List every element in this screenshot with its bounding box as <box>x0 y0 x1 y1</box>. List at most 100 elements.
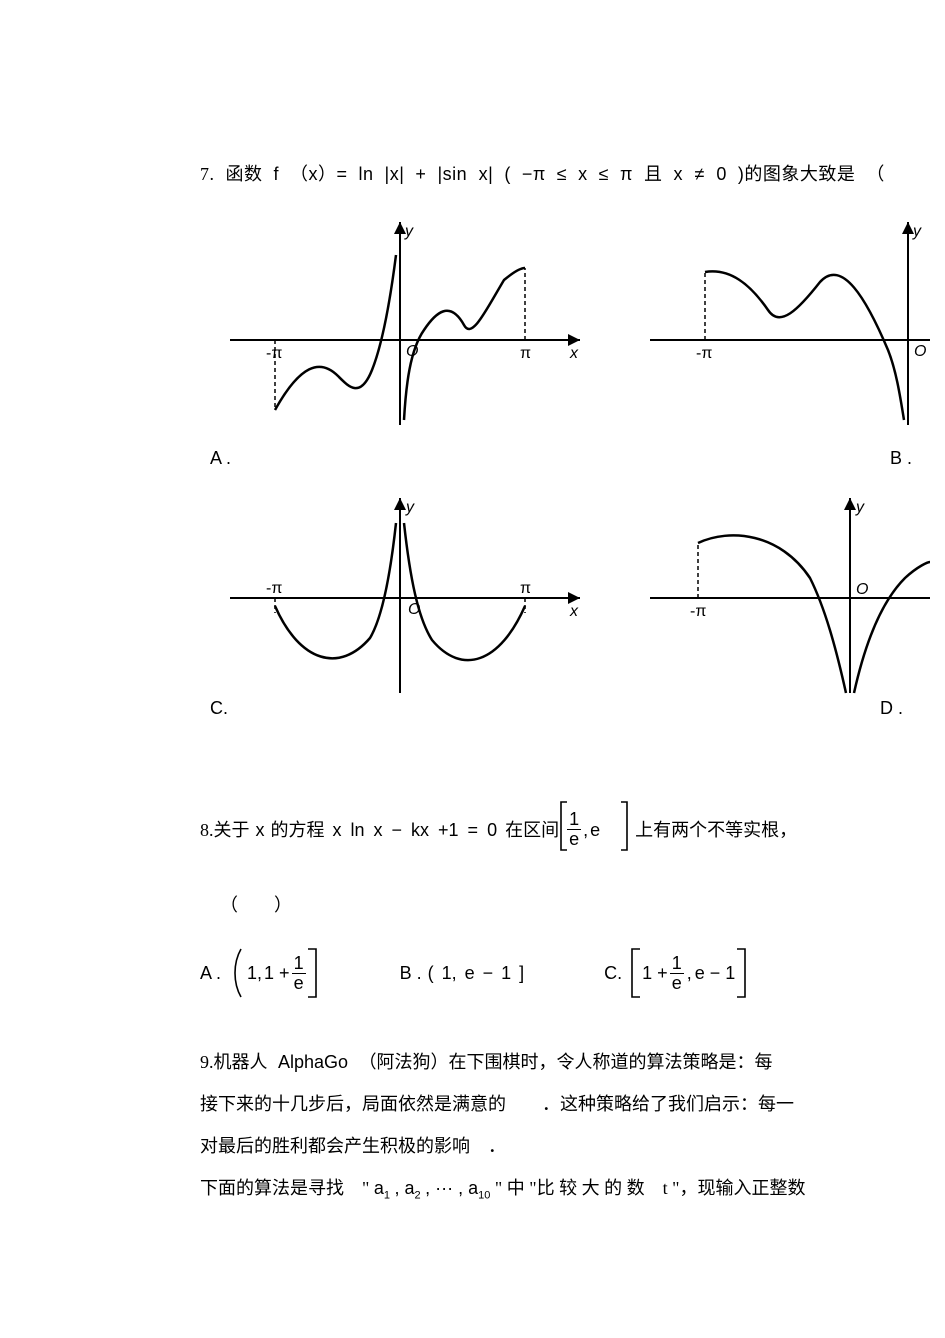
page-root: 7. 函数 f （x）= ln |x| + |sin x| ( −π ≤ x ≤… <box>0 0 945 1257</box>
graph-d-svg: y O -π <box>650 488 930 708</box>
q7-graph-B: y -π O B . <box>650 210 945 480</box>
right-bracket-icon-2 <box>735 945 749 1001</box>
q7-eq: = <box>337 164 348 184</box>
graph-a-o-label: O <box>406 343 418 360</box>
q9-sub10: 10 <box>478 1190 490 1202</box>
q7-absx: x <box>390 164 400 184</box>
graph-a-svg: y x O -π π <box>210 210 600 440</box>
left-paren-icon <box>227 945 247 1001</box>
graph-d-o-label: O <box>856 581 868 598</box>
q8-optA-one: 1 <box>247 963 257 984</box>
q8-frac-den: e <box>567 830 581 849</box>
q8-stem: 8.关于 x 的方程 x ln x − kx +1 = 0 在区间 1 e , … <box>200 798 945 861</box>
q7-label-B: B . <box>890 448 912 469</box>
q8-optC: C. 1 + 1 e , e − 1 <box>604 945 749 1001</box>
q7-abs4: | <box>488 164 493 184</box>
graph-c-o-label: O <box>408 601 420 618</box>
q8-optA-frac-den: e <box>292 974 306 993</box>
q7-number: 7. <box>200 164 215 184</box>
q8-mid1: 的方程 <box>271 817 325 843</box>
q7-open-answer: （ <box>866 164 885 184</box>
q9-sub2: 2 <box>415 1190 421 1202</box>
q7-sin: sin x <box>443 164 489 184</box>
q7-le2: ≤ <box>599 164 609 184</box>
right-bracket-icon <box>306 945 320 1001</box>
q7-label-C: C. <box>210 698 228 719</box>
q7-plus: + <box>415 164 426 184</box>
q7-ln: ln <box>359 164 374 184</box>
q8-frac: 1 e <box>567 810 581 849</box>
q8-options: A . 1 , 1 + 1 e B . ( 1, e − 1 ] C. <box>200 945 945 1001</box>
graph-c-x-label: x <box>569 603 579 620</box>
q9-line4a: 下面的算法是寻找 " <box>200 1178 369 1198</box>
q9-sub1: 1 <box>384 1190 390 1202</box>
q9-seqdots: , ··· , <box>425 1178 468 1198</box>
q8-e: e <box>590 817 600 843</box>
graph-b-negpi: -π <box>696 345 712 362</box>
q8-optA: A . 1 , 1 + 1 e <box>200 945 320 1001</box>
graph-d-y-label: y <box>855 499 865 516</box>
q7-stem: 7. 函数 f （x）= ln |x| + |sin x| ( −π ≤ x ≤… <box>200 160 945 186</box>
q7-graph-C: y x O -π π C. <box>210 488 650 738</box>
graph-a-x-label: x <box>569 345 579 362</box>
q7-label-D: D . <box>880 698 903 719</box>
q7-rparen: ） <box>318 164 337 184</box>
graph-a-y-label: y <box>404 223 414 240</box>
q7-negpi: −π <box>522 164 546 184</box>
q7-fn: f <box>274 164 280 184</box>
q9-seq10: a <box>468 1178 478 1198</box>
q8-optA-comma: , <box>257 963 262 984</box>
graph-c-y-label: y <box>405 499 415 516</box>
graph-d-negpi: -π <box>690 603 706 620</box>
q8-optA-letter: A . <box>200 963 221 984</box>
graph-b-o-label: O <box>914 343 926 360</box>
q9-seq1: a <box>374 1178 384 1198</box>
q8-x: x <box>256 817 265 843</box>
q7-suffix1: 的图象大致是 <box>744 164 855 184</box>
graph-c-pi: π <box>520 580 531 597</box>
q7-pi: π <box>620 164 633 184</box>
q8-optA-onep: 1 + <box>264 963 290 984</box>
q7-graph-D: y O -π D . <box>650 488 945 738</box>
q8-optB-letter: B . <box>400 963 422 984</box>
q9-seq2: a <box>405 1178 415 1198</box>
q7-graph-A: y x O -π π A . <box>210 210 650 480</box>
left-bracket-icon <box>628 945 642 1001</box>
q8-optC-frac: 1 e <box>670 954 684 993</box>
graph-c-svg: y x O -π π <box>210 488 600 708</box>
q7-graph-grid: y x O -π π A . y -π O B . <box>210 210 945 738</box>
q8-optB: B . ( 1, e − 1 ] <box>400 963 525 984</box>
q9-line1c: （阿法狗）在下围棋时，令人称道的算法策略是：每 <box>359 1052 773 1072</box>
q8-optC-comma: , <box>687 963 692 984</box>
q7-le1: ≤ <box>557 164 567 184</box>
q7-text-prefix: 函数 <box>226 164 263 184</box>
graph-a-pi: π <box>520 345 531 362</box>
q8-optB-text: ( 1, e − 1 ] <box>428 963 525 984</box>
q8-expr: x ln x − kx +1 = 0 <box>333 817 498 843</box>
q8-frac-num: 1 <box>567 810 581 829</box>
q8-optC-onep: 1 + <box>642 963 668 984</box>
graph-b-svg: y -π O <box>650 210 930 440</box>
graph-a-negpi: -π <box>266 345 282 362</box>
q8-optC-letter: C. <box>604 963 622 984</box>
q9-line4: 下面的算法是寻找 " a1 , a2 , ··· , a10 " 中 "比 较 … <box>200 1167 945 1217</box>
q8-mid3: 上有两个不等实根， <box>635 817 797 843</box>
q8-optA-frac-num: 1 <box>292 954 306 973</box>
q9-line1a: 9.机器人 <box>200 1052 268 1072</box>
q7-dopen: ( <box>504 164 511 184</box>
graph-b-y-label: y <box>912 223 922 240</box>
q7-xmid: x <box>578 164 588 184</box>
q7-abs2: | <box>399 164 404 184</box>
q9-line1b: AlphaGo <box>278 1052 348 1072</box>
q8-optA-frac: 1 e <box>292 954 306 993</box>
q8-optC-frac-num: 1 <box>670 954 684 973</box>
q9-line4b: " 中 "比 较 大 的 数 t "，现输入正整数 <box>495 1178 806 1198</box>
q8-comma: , <box>583 817 588 843</box>
q9-line2: 接下来的十几步后，局面依然是满意的 ．这种策略给了我们启示：每一 <box>200 1083 945 1125</box>
q7-and: 且 <box>644 164 663 184</box>
q8-optC-frac-den: e <box>670 974 684 993</box>
graph-c-negpi: -π <box>266 580 282 597</box>
q8-blank: （ ） <box>220 891 945 917</box>
q7-lparen: （ <box>290 164 309 184</box>
q9-line1: 9.机器人 AlphaGo （阿法狗）在下围棋时，令人称道的算法策略是：每 <box>200 1041 945 1083</box>
